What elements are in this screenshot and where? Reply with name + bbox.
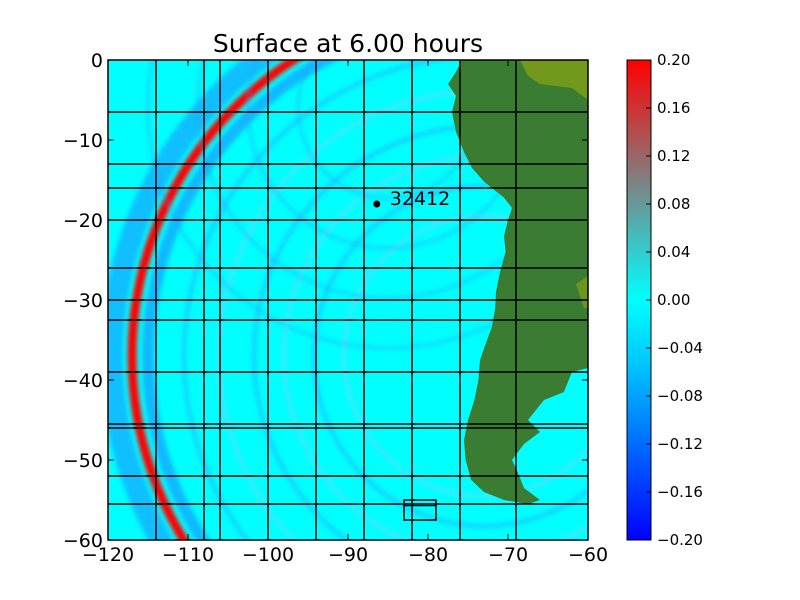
ocean-atlantic xyxy=(564,372,588,392)
colorbar-tick-label: −0.20 xyxy=(657,531,703,549)
x-tick-label: −110 xyxy=(162,544,214,566)
colorbar-tick-label: −0.16 xyxy=(657,483,703,501)
colorbar-tick-label: 0.16 xyxy=(657,99,690,117)
land-mass xyxy=(448,60,588,504)
x-tick-label: −120 xyxy=(82,544,134,566)
y-tick-label: 0 xyxy=(91,50,103,72)
y-tick-label: −20 xyxy=(63,210,103,232)
x-tick-label: −90 xyxy=(328,544,368,566)
y-tick-label: −30 xyxy=(63,290,103,312)
x-tick-label: −70 xyxy=(488,544,528,566)
colorbar-tick-label: −0.04 xyxy=(657,339,703,357)
y-axis: 0 −10 −20 −30 −40 −50 −60 xyxy=(63,50,588,552)
wave-trough-outer xyxy=(108,60,278,540)
gauge-marker xyxy=(373,200,381,208)
y-tick-label: −50 xyxy=(63,450,103,472)
land-south-america xyxy=(448,60,588,504)
wave-ring xyxy=(182,60,588,540)
chart-title: Surface at 6.00 hours xyxy=(213,29,483,58)
colorbar-tick-label: 0.00 xyxy=(657,291,690,309)
colorbar-tick-label: −0.12 xyxy=(657,435,703,453)
colorbar-tick-label: 0.08 xyxy=(657,195,690,213)
x-axis: −120 −110 −100 −90 −80 −70 −60 xyxy=(82,60,608,566)
colorbar-ticks: 0.20 0.16 0.12 0.08 0.04 0.00 −0.04 −0.08 −0.12 −… xyxy=(646,51,703,549)
colorbar-tick-label: 0.20 xyxy=(657,51,690,69)
colorbar-tick-label: −0.08 xyxy=(657,387,703,405)
land-highland xyxy=(520,60,588,100)
y-tick-label: −10 xyxy=(63,130,103,152)
wave-ring xyxy=(342,214,588,498)
y-tick-label: −60 xyxy=(63,530,103,552)
colorbar: 0.20 0.16 0.12 0.08 0.04 0.00 −0.04 −0.08 −0.12 −… xyxy=(626,51,703,549)
wave-ring xyxy=(146,60,588,350)
y-tick-label: −40 xyxy=(63,370,103,392)
gauge-label: 32412 xyxy=(390,188,450,210)
colorbar-tick-label: 0.04 xyxy=(657,243,690,261)
refinement-grid xyxy=(108,60,588,540)
grid-patch-small xyxy=(403,499,437,521)
wave-ring xyxy=(312,184,588,528)
colorbar-tick-label: 0.12 xyxy=(657,147,690,165)
wave-trough xyxy=(142,60,339,540)
x-tick-label: −100 xyxy=(242,544,294,566)
x-tick-label: −60 xyxy=(568,544,608,566)
x-tick-label: −80 xyxy=(408,544,448,566)
gauge: 32412 xyxy=(373,188,450,210)
plot-area xyxy=(108,60,588,540)
wave-front xyxy=(127,60,303,540)
